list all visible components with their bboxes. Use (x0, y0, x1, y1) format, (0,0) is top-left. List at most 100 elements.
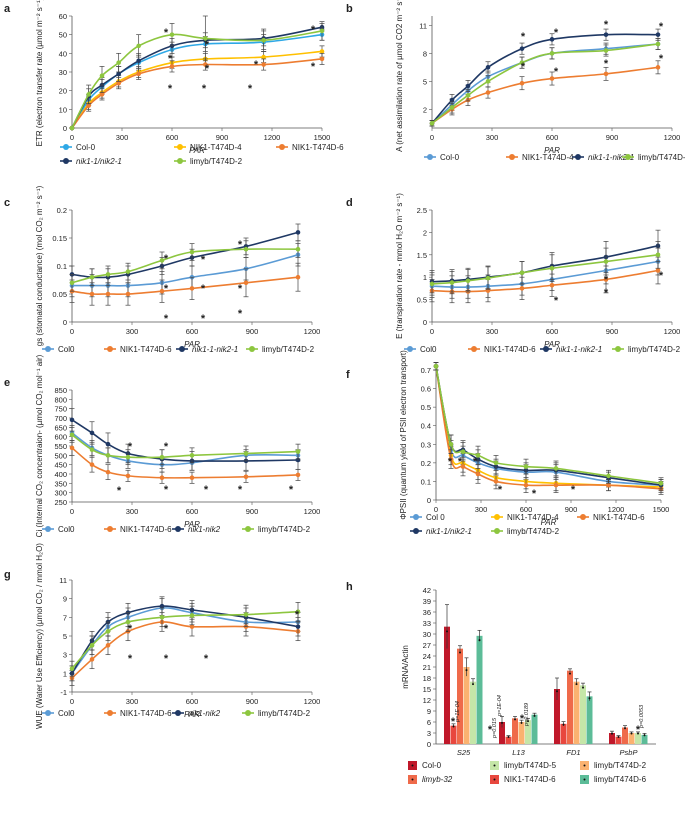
data-point (89, 447, 95, 453)
data-point (243, 451, 249, 456)
significance-star: * (604, 287, 609, 299)
data-point (189, 613, 195, 618)
significance-star: * (204, 653, 209, 665)
significance-star: * (451, 716, 456, 728)
significance-star: * (128, 653, 133, 665)
data-point (116, 71, 121, 77)
replicate-dot (527, 720, 529, 723)
significance-star: * (248, 83, 253, 95)
legend-label: limyb-32 (422, 775, 453, 784)
x-tick-label: 1200 (664, 327, 681, 336)
legend-label: Col-0 (440, 153, 460, 162)
y-tick-label: 1.5 (417, 251, 427, 260)
panel-e: e250300350400450500550600650700750800850… (4, 354, 320, 537)
panel-f: f 0 0.1 0.2 0.3 0.4 0.5 0.6 0.7 0 300 600 900 1200 150… (346, 350, 669, 536)
p-value-label: p=1E-04 (455, 701, 461, 723)
significance-star: * (254, 59, 259, 71)
y-tick-label: 0.1 (421, 477, 431, 486)
legend-marker (177, 144, 183, 150)
y-tick-label: 0.1 (57, 262, 67, 271)
bar (573, 681, 580, 744)
significance-star: * (238, 308, 243, 320)
significance-star: * (488, 724, 493, 736)
data-point (295, 246, 301, 252)
y-tick-label: 0.2 (57, 206, 67, 215)
data-point (449, 97, 455, 103)
significance-star: * (554, 295, 559, 307)
legend-label: limyb/T474D-6 (594, 775, 647, 784)
series-line (435, 366, 662, 488)
x-tick-label: 300 (126, 697, 139, 706)
data-point (523, 464, 529, 469)
data-point (485, 90, 491, 95)
y-tick-label: 0.2 (421, 459, 431, 468)
bar (531, 714, 538, 744)
x-tick-label: 900 (216, 133, 229, 142)
legend-marker (179, 346, 185, 352)
data-point (159, 475, 165, 481)
legend-label: limyb/T474D-5 (504, 761, 557, 770)
x-tick-label: 0 (70, 507, 74, 516)
data-point (553, 482, 559, 488)
y-tick-label: 9 (427, 707, 431, 716)
replicate-dot (446, 630, 448, 633)
y-tick-label: 50 (59, 31, 67, 40)
y-tick-label: 3 (63, 651, 67, 660)
legend-label: NIK1-T474D-6 (504, 775, 556, 784)
data-point (603, 32, 609, 37)
significance-star: * (204, 484, 209, 496)
y-tick-label: 8 (423, 49, 427, 58)
legend-marker (615, 346, 621, 352)
data-point (603, 48, 609, 53)
legend-label: Col-0 (76, 143, 96, 152)
legend-marker (413, 514, 419, 520)
legend-label: limyb/T474D-2 (507, 527, 560, 536)
replicate-dot (520, 721, 523, 724)
series-line (71, 33, 323, 129)
legend-marker (63, 144, 69, 150)
replicate-dot (556, 690, 558, 693)
replicate-dot (575, 683, 578, 686)
replicate-dot (514, 718, 516, 721)
legend-label: limyb/T474D-2 (638, 153, 685, 162)
y-tick-label: 40 (59, 49, 67, 58)
data-point (105, 441, 111, 447)
legend-label: Col0 (58, 709, 75, 718)
series-line (71, 26, 323, 129)
data-point (295, 609, 301, 615)
y-tick-label: 10 (59, 105, 67, 114)
bar (560, 723, 567, 744)
legend-dot (493, 764, 496, 767)
data-point (465, 83, 471, 89)
y-tick-label: 800 (54, 395, 67, 404)
significance-star: * (168, 83, 173, 95)
significance-star: * (311, 61, 316, 73)
data-point (465, 278, 471, 284)
y-tick-label: 0 (423, 318, 427, 327)
legend-label: nik1-1/nik2-1 (76, 157, 122, 166)
legend-label: NIK1-T474D-6 (292, 143, 344, 152)
data-point (243, 474, 249, 480)
bar (641, 734, 648, 744)
data-point (655, 268, 661, 273)
replicate-dot (624, 727, 626, 730)
data-point (159, 288, 165, 294)
series-line (431, 260, 659, 288)
data-point (189, 249, 195, 255)
replicate-dot (588, 697, 591, 700)
legend-marker (63, 158, 69, 164)
y-tick-label: 2 (423, 105, 427, 114)
bar (635, 733, 641, 744)
significance-star: * (532, 488, 537, 500)
data-point (655, 65, 661, 70)
panel-letter-f: f (346, 369, 350, 381)
data-point (295, 624, 301, 629)
significance-star: * (201, 313, 206, 325)
data-point (295, 274, 301, 280)
y-tick-label: 0.4 (421, 422, 431, 431)
y-tick-label: 500 (54, 451, 67, 460)
data-point (606, 482, 611, 488)
data-point (448, 441, 454, 447)
p-value-label: p=0.015 (492, 717, 498, 739)
